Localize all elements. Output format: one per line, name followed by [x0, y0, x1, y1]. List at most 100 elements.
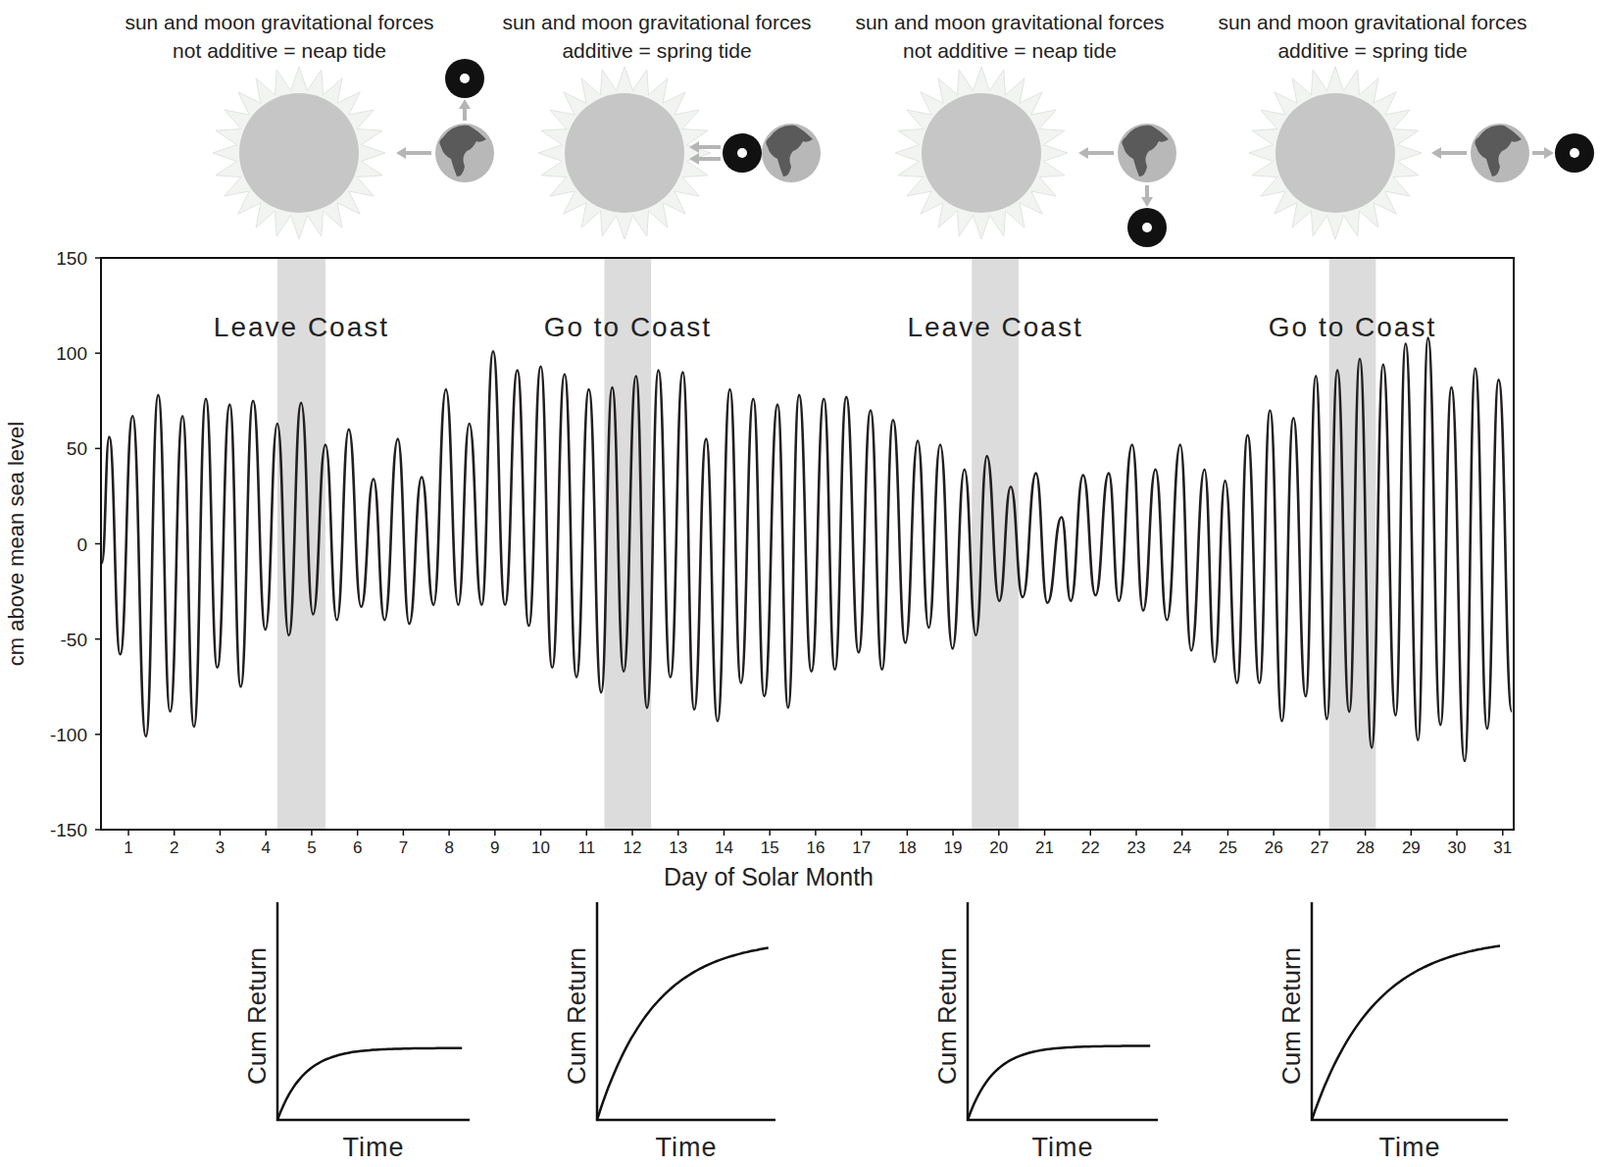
x-tick — [402, 829, 405, 836]
x-tick — [1272, 829, 1275, 836]
x-tick-label: 15 — [760, 838, 780, 857]
diagram-title-line: sun and moon gravitational forces — [854, 10, 1164, 34]
x-tick-label: 7 — [399, 838, 408, 857]
y-tick — [95, 638, 101, 641]
diagram: sun and moon gravitational forcesadditiv… — [501, 10, 821, 240]
x-tick — [219, 829, 222, 836]
moon — [722, 133, 762, 173]
x-tick — [310, 829, 313, 836]
earth — [1470, 123, 1530, 183]
x-tick-label: 27 — [1309, 838, 1329, 857]
inset-curve — [967, 1046, 1150, 1121]
y-tick-label: 100 — [55, 343, 88, 364]
x-axis-title: Day of Solar Month — [663, 862, 874, 891]
diagram: sun and moon gravitational forces not add… — [854, 10, 1177, 248]
continent — [765, 125, 813, 177]
force-arrow — [1532, 150, 1545, 155]
x-tick — [1181, 829, 1184, 836]
force-arrow — [1145, 185, 1150, 198]
x-tick-label: 8 — [444, 838, 453, 857]
inset-x-title: Time — [1379, 1132, 1442, 1162]
x-tick-label: 4 — [260, 838, 270, 857]
x-tick-label: 2 — [169, 838, 179, 857]
x-tick-label: 18 — [898, 838, 917, 857]
x-tick — [173, 829, 176, 836]
x-tick-label: 9 — [490, 838, 500, 857]
x-tick — [677, 829, 680, 836]
x-tick-label: 19 — [944, 838, 963, 857]
shaded-band — [971, 257, 1019, 830]
moon-center — [459, 73, 470, 84]
force-arrow-head — [396, 147, 406, 159]
y-tick-label: 0 — [76, 534, 88, 555]
force-arrow-head — [1544, 147, 1554, 159]
x-tick — [586, 829, 589, 836]
force-arrow-head — [1141, 197, 1153, 207]
x-tick — [723, 829, 726, 836]
force-arrow-head — [1078, 147, 1089, 159]
band-label: Leave Coast — [906, 311, 1083, 343]
earth — [761, 123, 821, 183]
x-tick — [1044, 829, 1047, 836]
inset: Cum ReturnTime — [1276, 901, 1508, 1162]
inset: Cum ReturnTime — [932, 901, 1158, 1162]
inset-curve — [597, 948, 769, 1120]
moon-center — [1569, 148, 1580, 158]
x-tick — [998, 829, 1000, 836]
x-tick — [906, 829, 909, 836]
x-tick-label: 20 — [989, 838, 1008, 857]
x-tick — [768, 829, 771, 836]
y-tick-label: 150 — [55, 248, 88, 269]
sun — [921, 93, 1042, 213]
y-tick — [95, 733, 101, 736]
inset-curve — [277, 1048, 462, 1120]
continent — [1474, 125, 1522, 177]
x-tick-label: 3 — [215, 838, 225, 857]
x-tick-label: 11 — [577, 838, 596, 857]
diagram-title-line: not additive = neap tide — [172, 39, 387, 62]
x-tick-label: 10 — [531, 838, 550, 857]
diagram-title: sun and moon gravitational forcesadditiv… — [501, 10, 811, 62]
moon — [1554, 133, 1595, 173]
y-tick-label: -150 — [50, 819, 88, 841]
x-tick — [1227, 829, 1230, 836]
x-tick — [127, 829, 130, 836]
x-tick — [1501, 829, 1504, 836]
moon — [445, 58, 485, 99]
inset-axes — [597, 901, 776, 1120]
y-tick — [95, 256, 101, 259]
inset-x-title: Time — [343, 1132, 405, 1162]
x-tick — [356, 829, 359, 836]
plot-frame — [100, 257, 1514, 830]
force-arrow-head — [458, 99, 471, 109]
x-tick — [951, 829, 954, 836]
diagram-title: sun and moon gravitational forces not add… — [854, 10, 1164, 62]
force-arrow — [405, 150, 432, 155]
x-tick-label: 17 — [851, 838, 871, 857]
x-tick-label: 16 — [805, 838, 825, 857]
sun-glow — [1249, 66, 1422, 240]
moon — [1127, 207, 1167, 248]
x-tick-label: 26 — [1264, 838, 1284, 857]
x-tick — [814, 829, 817, 836]
inset-curve — [1311, 945, 1500, 1120]
moon-center — [737, 148, 748, 158]
x-tick-label: 13 — [668, 838, 688, 857]
x-tick-label: 22 — [1081, 838, 1100, 857]
diagram-title-line: not additive = neap tide — [902, 39, 1117, 62]
moon-center — [1142, 222, 1152, 233]
force-arrow — [1441, 150, 1467, 155]
x-tick — [1455, 829, 1458, 836]
inset-y-title: Cum Return — [932, 947, 962, 1085]
x-tick-label: 25 — [1218, 838, 1238, 857]
x-tick-label: 21 — [1035, 838, 1054, 857]
diagram-title-line: sun and moon gravitational forces — [1217, 10, 1527, 34]
x-tick-label: 24 — [1172, 838, 1192, 857]
x-tick — [1090, 829, 1093, 836]
x-tick — [1318, 829, 1321, 836]
inset: Cum Return Time — [242, 901, 470, 1162]
x-tick — [494, 829, 497, 836]
inset-x-title: Time — [655, 1132, 718, 1162]
inset-y-title: Cum Return — [242, 947, 272, 1085]
diagram-title-line: sun and moon gravitational forces — [501, 10, 811, 34]
